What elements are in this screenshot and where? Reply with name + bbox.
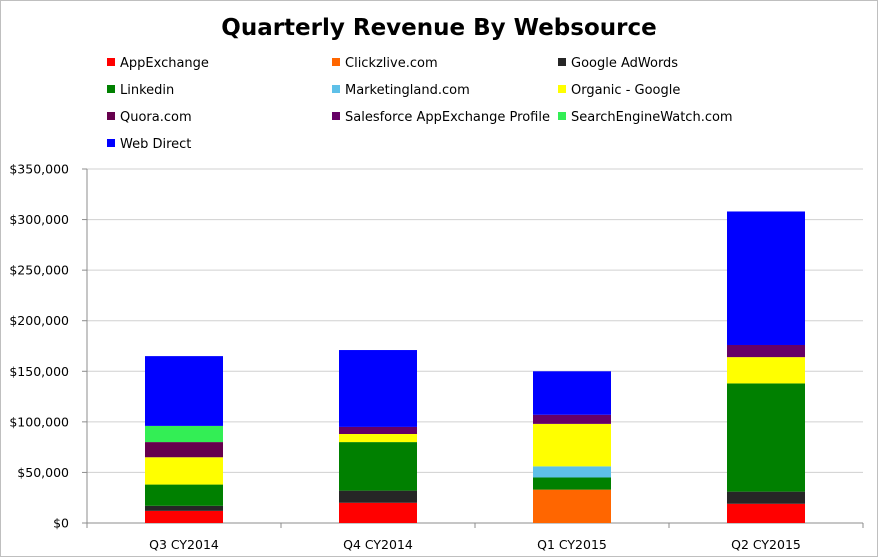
bar-segment-linkedin: [727, 383, 805, 492]
y-tick-label: $200,000: [9, 313, 69, 328]
chart-title: Quarterly Revenue By Websource: [221, 15, 656, 41]
legend-item-marketingland-com: Marketingland.com: [332, 83, 470, 98]
y-tick-label: $150,000: [9, 364, 69, 379]
legend-item-organic-google: Organic - Google: [558, 83, 680, 98]
legend-label: Marketingland.com: [345, 83, 470, 98]
legend-item-searchenginewatch-com: SearchEngineWatch.com: [558, 110, 733, 125]
legend-label: Salesforce AppExchange Profile: [345, 110, 550, 125]
bars: [145, 211, 805, 523]
bar-segment-web-direct: [727, 211, 805, 345]
bar-segment-web-direct: [533, 371, 611, 415]
y-tick-label: $0: [53, 516, 69, 531]
legend-label: Quora.com: [120, 110, 192, 125]
legend: AppExchange Clickzlive.com Google AdWords L…: [107, 56, 733, 152]
bar-stack-q2-cy2015: [727, 211, 805, 523]
legend-label: Organic - Google: [571, 83, 680, 98]
legend-swatch: [332, 112, 340, 120]
x-tick-label: Q3 CY2014: [149, 537, 219, 552]
bar-stack-q3-cy2014: [145, 356, 223, 523]
legend-item-salesforce-appexchange-profile: Salesforce AppExchange Profile: [332, 110, 550, 125]
bar-segment-web-direct: [339, 350, 417, 427]
bar-segment-searchenginewatch-com: [145, 425, 223, 443]
bar-segment-google-adwords: [145, 505, 223, 511]
legend-item-quora-com: Quora.com: [107, 110, 192, 125]
bar-stack-q1-cy2015: [533, 371, 611, 523]
legend-item-appexchange: AppExchange: [107, 56, 209, 71]
y-axis: $0 $50,000 $100,000 $150,000 $200,000 $250,00…: [9, 162, 88, 531]
bar-segment-appexchange: [339, 502, 417, 523]
bar-segment-linkedin: [533, 477, 611, 490]
legend-label: AppExchange: [120, 56, 209, 71]
legend-swatch: [332, 85, 340, 93]
legend-swatch: [107, 112, 115, 120]
bar-segment-organic-google: [727, 357, 805, 384]
bar-segment-organic-google: [145, 457, 223, 485]
legend-swatch: [107, 139, 115, 147]
legend-label: Clickzlive.com: [345, 56, 438, 71]
legend-item-web-direct: Web Direct: [107, 137, 191, 152]
bar-segment-quora-com: [145, 442, 223, 458]
bar-segment-google-adwords: [727, 491, 805, 504]
bar-segment-marketingland-com: [533, 466, 611, 478]
y-tick-label: $50,000: [17, 465, 69, 480]
bar-segment-salesforce-appexchange-profile: [339, 426, 417, 434]
bar-segment-appexchange: [727, 503, 805, 523]
bar-segment-clickzlive-com: [533, 489, 611, 523]
y-tick-label: $100,000: [9, 414, 69, 429]
legend-swatch: [332, 58, 340, 66]
legend-swatch: [558, 112, 566, 120]
x-tick-label: Q4 CY2014: [343, 537, 413, 552]
bar-segment-appexchange: [145, 510, 223, 523]
bar-segment-web-direct: [145, 356, 223, 426]
bar-segment-linkedin: [145, 484, 223, 506]
x-axis: Q3 CY2014 Q4 CY2014 Q1 CY2015 Q2 CY2015: [86, 523, 864, 552]
legend-item-clickzlive-com: Clickzlive.com: [332, 56, 438, 71]
y-tick-label: $250,000: [9, 263, 69, 278]
x-tick-label: Q2 CY2015: [731, 537, 801, 552]
legend-swatch: [558, 58, 566, 66]
bar-segment-organic-google: [533, 423, 611, 467]
legend-item-linkedin: Linkedin: [107, 83, 174, 98]
bar-segment-salesforce-appexchange-profile: [533, 414, 611, 424]
legend-label: Web Direct: [120, 137, 191, 152]
legend-label: Linkedin: [120, 83, 174, 98]
legend-swatch: [107, 85, 115, 93]
y-tick-label: $300,000: [9, 212, 69, 227]
bar-stack-q4-cy2014: [339, 350, 417, 523]
bar-segment-organic-google: [339, 433, 417, 443]
legend-label: Google AdWords: [571, 56, 678, 71]
legend-item-google-adwords: Google AdWords: [558, 56, 678, 71]
bar-segment-salesforce-appexchange-profile: [727, 344, 805, 358]
bar-segment-google-adwords: [339, 490, 417, 503]
legend-swatch: [107, 58, 115, 66]
bar-segment-linkedin: [339, 442, 417, 491]
x-tick-label: Q1 CY2015: [537, 537, 607, 552]
y-tick-label: $350,000: [9, 162, 69, 177]
legend-label: SearchEngineWatch.com: [571, 110, 733, 125]
legend-swatch: [558, 85, 566, 93]
